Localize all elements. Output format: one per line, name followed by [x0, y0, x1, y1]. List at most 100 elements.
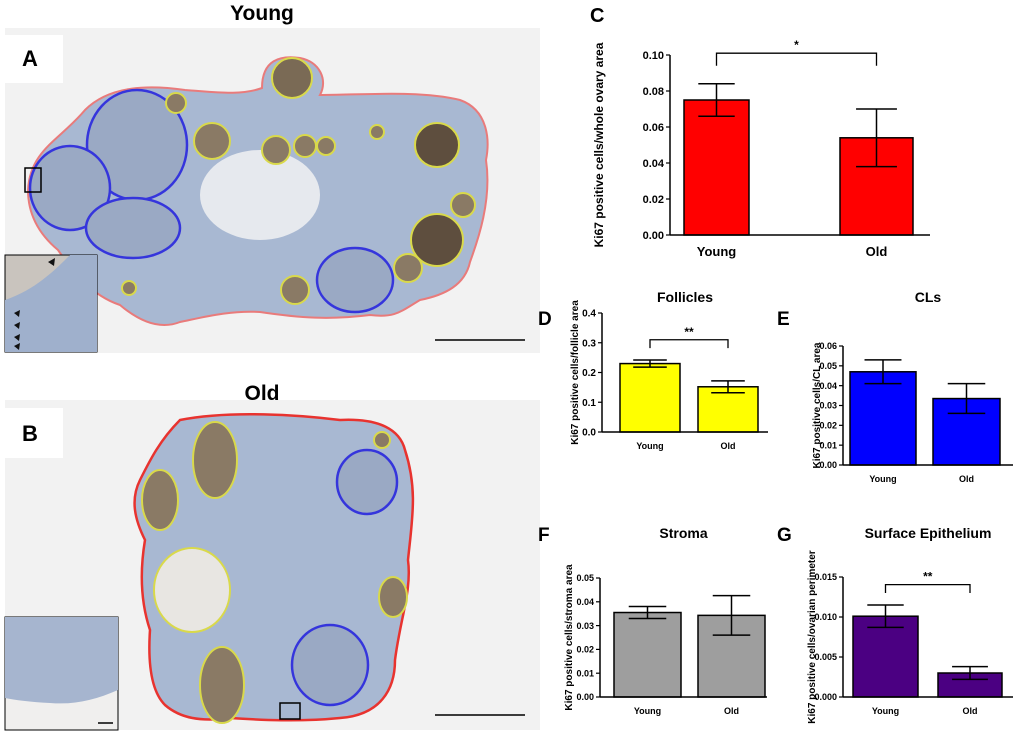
follicle [410, 213, 464, 267]
chart-panel-g: G Surface Epithelium Ki67 positive cells/o… [777, 525, 1013, 724]
y-axis-label: Ki67 positive cells/ovarian perimeter [807, 550, 818, 724]
significance-label: * [794, 38, 799, 52]
x-tick-label: Old [963, 706, 978, 716]
panel-letter: E [777, 309, 790, 330]
significance-label: ** [923, 570, 933, 584]
corpus-luteum [28, 144, 112, 232]
y-tick-label: 0.06 [819, 341, 837, 351]
follicle [199, 646, 245, 724]
follicle [393, 253, 423, 283]
y-tick-label: 0.4 [582, 309, 596, 320]
follicle [373, 431, 391, 449]
chart-panel-c: C Ki67 positive cells/whole ovary area You… [590, 5, 930, 259]
arrowhead-icon [14, 322, 20, 329]
bar-old [697, 386, 759, 433]
panel-letter: G [777, 525, 792, 546]
follicle [378, 576, 408, 618]
corpus-luteum [315, 246, 395, 314]
follicle [280, 275, 310, 305]
panel-a-letter: A [22, 46, 38, 71]
follicle [141, 469, 179, 531]
arrowhead-icon [48, 258, 55, 266]
follicle [261, 135, 291, 165]
follicle [293, 134, 317, 158]
follicle [414, 122, 460, 168]
y-tick-label: 0.000 [814, 692, 837, 702]
follicle [193, 122, 231, 160]
x-tick-label: Young [872, 706, 899, 716]
panel-letter: D [538, 309, 552, 330]
y-tick-label: 0.0 [582, 428, 596, 439]
x-tick-label: Young [869, 474, 896, 484]
follicle [271, 57, 313, 99]
y-tick-label: 0.3 [582, 338, 596, 349]
y-axis-label: Ki67 positive cells/whole ovary area [592, 42, 606, 247]
inset-tissue-young [5, 255, 97, 352]
y-tick-label: 0.00 [643, 230, 664, 242]
y-tick-label: 0.005 [814, 652, 837, 662]
x-tick-label: Young [697, 244, 737, 259]
y-tick-label: 0.04 [576, 597, 594, 607]
y-tick-label: 0.02 [643, 194, 664, 206]
inset-tissue-old [5, 617, 118, 704]
chart-panel-d: D Follicles Ki67 positive cells/follicle a… [538, 289, 768, 451]
y-tick-label: 0.010 [814, 612, 837, 622]
y-axis-label: Ki67 positive cells/stroma area [564, 564, 575, 711]
corpus-luteum [290, 623, 370, 707]
y-tick-label: 0.01 [576, 668, 594, 678]
bar-young [619, 362, 681, 433]
y-tick-label: 0.1 [582, 398, 596, 409]
panel-letter: C [590, 5, 604, 27]
panel-b-label-box [5, 408, 63, 458]
significance-label: ** [684, 325, 694, 339]
panel-a-title: Young [230, 2, 294, 25]
panel-b-title: Old [245, 382, 280, 405]
chart-panel-e: E CLs Ki67 positive cells/CL area Young Old 0… [777, 289, 1013, 484]
follicle [192, 421, 238, 499]
arrowhead-icon [14, 334, 20, 341]
corpus-luteum [335, 448, 399, 516]
panel-letter: F [538, 525, 550, 546]
x-tick-label: Young [636, 441, 663, 451]
x-tick-label: Old [866, 244, 888, 259]
y-tick-label: 0.04 [643, 158, 665, 170]
y-tick-label: 0.03 [576, 621, 594, 631]
significance-bracket [715, 52, 878, 66]
y-axis-label: Ki67 positive cells/follicle area [570, 300, 581, 445]
x-tick-label: Old [724, 706, 739, 716]
y-tick-label: 0.02 [819, 420, 837, 430]
y-tick-label: 0.04 [819, 381, 837, 391]
panel-b-letter: B [22, 421, 38, 446]
arrowhead-icon [14, 310, 20, 317]
follicle [121, 280, 137, 296]
y-tick-label: 0.08 [643, 86, 664, 98]
y-tick-label: 0.10 [643, 50, 664, 62]
corpus-luteum [84, 196, 182, 260]
ovary-medulla-young [200, 150, 320, 240]
significance-bracket [884, 583, 971, 593]
arrowhead-icon [14, 343, 20, 350]
x-tick-label: Old [959, 474, 974, 484]
y-tick-label: 0.05 [576, 573, 594, 583]
y-tick-label: 0.06 [643, 122, 664, 134]
panel-b: B Old [4, 382, 540, 731]
y-tick-label: 0.2 [582, 368, 596, 379]
inset-marker [279, 702, 301, 720]
y-tick-label: 0.03 [819, 401, 837, 411]
follicle [450, 192, 476, 218]
bar-young [852, 615, 919, 698]
x-tick-label: Young [634, 706, 661, 716]
bar-young [613, 611, 682, 698]
panel-a-label-box [5, 35, 63, 83]
follicle [153, 547, 231, 633]
y-tick-label: 0.05 [819, 361, 837, 371]
follicle [316, 136, 336, 156]
inset-marker [24, 167, 42, 193]
follicle [165, 92, 187, 114]
bar-charts: C Ki67 positive cells/whole ovary area You… [538, 5, 1013, 724]
y-axis-label: Ki67 positive cells/CL area [812, 342, 823, 468]
significance-bracket [649, 339, 729, 349]
chart-panel-f: F Stroma Ki67 positive cells/stroma area Yo… [538, 525, 767, 716]
follicle [369, 124, 385, 140]
